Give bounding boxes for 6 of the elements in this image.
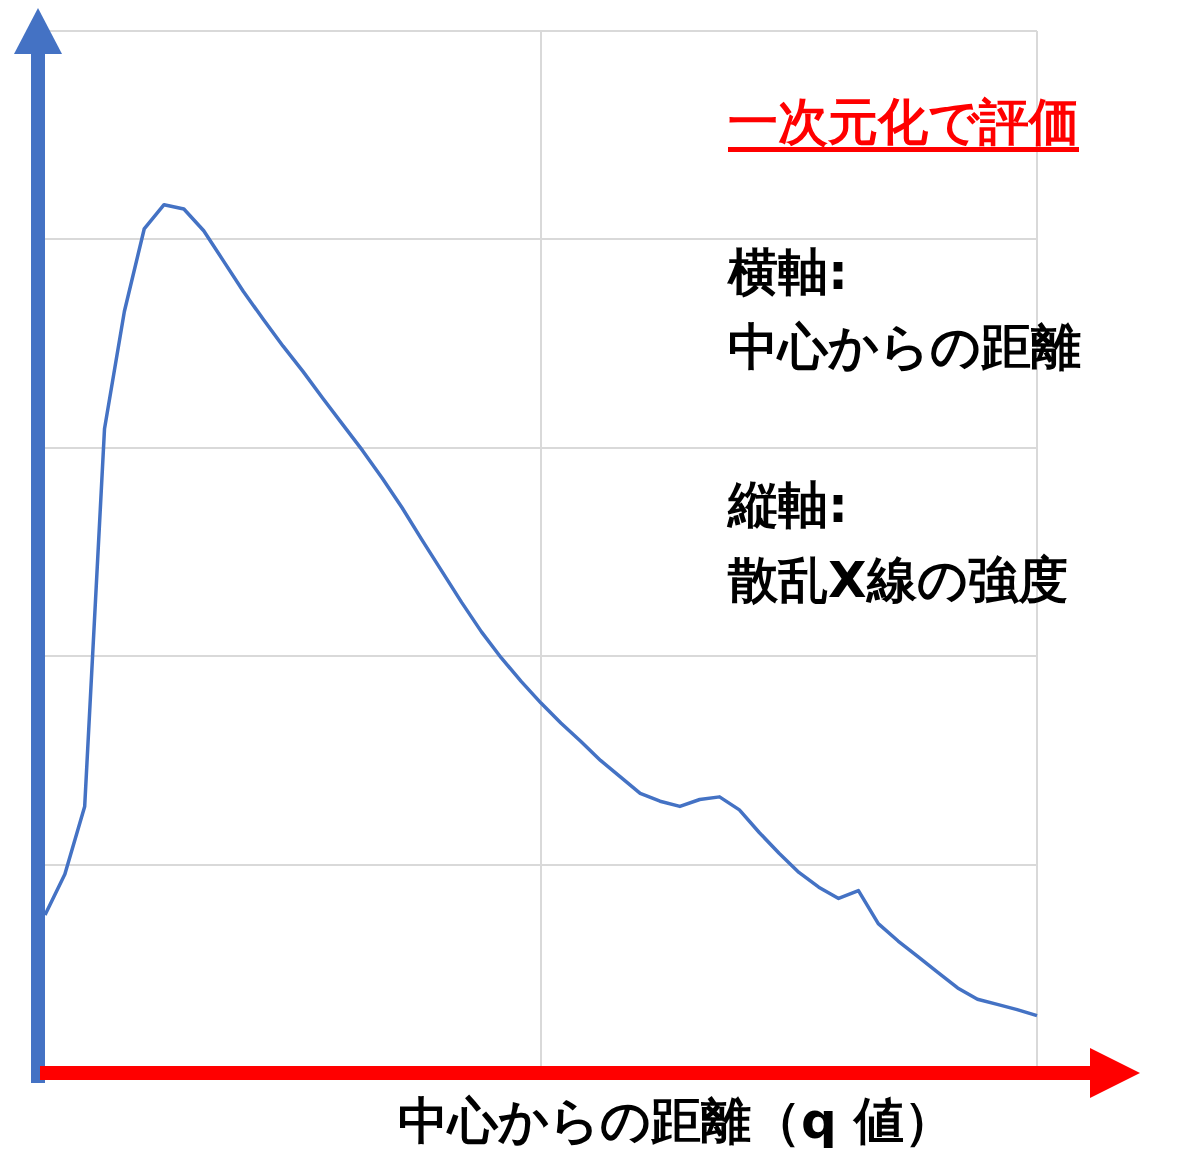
annotation: 中心からの距離 (728, 318, 1081, 376)
x-axis-title: 中心からの距離（q 値） (398, 1091, 955, 1152)
annotation: 散乱X線の強度 (728, 551, 1068, 609)
annotation: 縦軸: (728, 476, 848, 534)
text: 一次元化で評価 (728, 93, 1079, 151)
annotation: 横軸: (728, 243, 848, 301)
